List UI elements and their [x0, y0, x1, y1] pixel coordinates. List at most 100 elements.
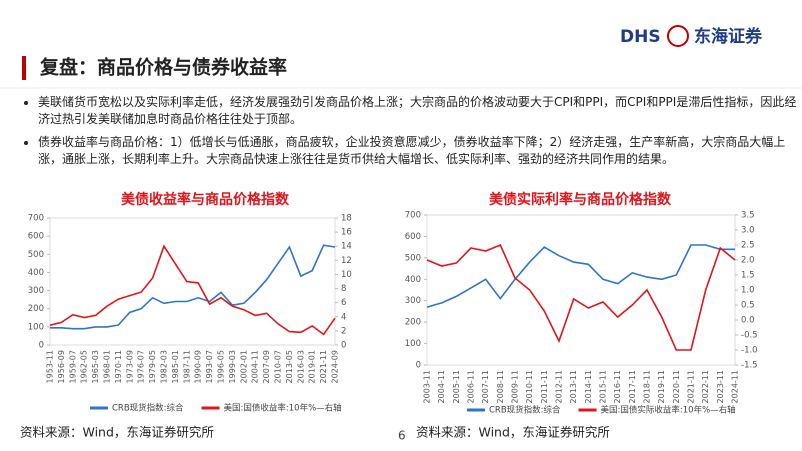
source: 资料来源：Wind，东海证券研究所 — [20, 425, 214, 440]
y2-tick-label: 8 — [341, 284, 346, 294]
y2-tick-label: 3.0 — [741, 226, 755, 236]
x-tick-label: 2002-01 — [239, 350, 248, 383]
x-tick-label: 1982-03 — [160, 350, 169, 383]
x-tick-label: 1965-03 — [91, 350, 100, 383]
y-tick-label: 300 — [28, 286, 44, 296]
y2-tick-label: 3.5 — [741, 211, 755, 221]
x-tick-label: 1987-11 — [182, 350, 191, 383]
x-tick-label: 1976-07 — [137, 350, 146, 383]
page-number: 6 — [398, 429, 406, 443]
y-tick-label: 600 — [28, 232, 44, 242]
x-tick-label: 2016-11 — [613, 370, 622, 403]
x-tick-label: 1962-05 — [80, 350, 89, 383]
x-tick-label: 2004-11 — [251, 350, 260, 383]
bullet: 债券收益率与商品价格：1）低增长与低通胀，商品疲软，企业投资意愿减少，债券收益率… — [38, 134, 798, 168]
x-tick-label: 2017-11 — [628, 370, 637, 403]
y2-tick-label: 6 — [341, 298, 346, 308]
x-tick-label: 2011-11 — [540, 370, 549, 403]
legend-label: CRB现货指数:综合 — [489, 405, 561, 416]
x-tick-label: 2015-11 — [599, 370, 608, 403]
y-tick-label: 700 — [405, 211, 421, 221]
series-line — [50, 244, 336, 330]
y-tick-label: 300 — [405, 296, 421, 306]
y2-tick-label: 0.5 — [741, 301, 755, 311]
x-tick-label: 1996-05 — [217, 350, 226, 383]
y-tick-label: 400 — [405, 275, 421, 285]
x-tick-label: 2019-11 — [657, 370, 666, 403]
y2-tick-label: 18 — [341, 214, 352, 224]
y-tick-label: 0 — [39, 341, 44, 351]
x-tick-label: 2004-11 — [437, 370, 446, 403]
x-tick-label: 1953-11 — [46, 350, 55, 383]
legend-label: 美国:国债实际收益率:10年%—右轴 — [601, 405, 736, 416]
y2-tick-label: 2.5 — [741, 241, 755, 251]
y2-tick-label: 0 — [341, 341, 346, 351]
plot-frame — [49, 217, 336, 346]
x-tick-label: 2010-07 — [274, 350, 283, 383]
y-tick-label: 500 — [405, 253, 421, 263]
y-tick-label: 200 — [405, 318, 421, 328]
y2-tick-label: 10 — [341, 270, 352, 280]
x-tick-label: 2005-11 — [452, 370, 461, 403]
bullet-list: 美联储货币宽松以及实际利率走低，经济发展强劲引发商品价格上涨；大宗商品的价格波动… — [22, 94, 798, 174]
y2-tick-label: -1.5 — [741, 361, 758, 371]
y2-tick-label: 0.0 — [741, 316, 755, 326]
y2-tick-label: 16 — [341, 228, 352, 238]
x-tick-label: 2019-01 — [308, 350, 317, 383]
series-line — [49, 244, 336, 336]
y2-tick-label: -0.5 — [741, 331, 758, 341]
y2-tick-label: 2 — [341, 326, 346, 336]
series-line — [426, 244, 735, 308]
y2-tick-label: -1.0 — [741, 346, 758, 356]
y-tick-label: 200 — [28, 304, 44, 314]
y2-tick-label: 1.0 — [741, 286, 755, 296]
x-tick-label: 2009-11 — [511, 370, 520, 403]
x-tick-label: 2024-09 — [331, 350, 340, 383]
x-tick-label: 2014-11 — [584, 370, 593, 403]
x-tick-label: 1959-07 — [68, 350, 77, 383]
x-tick-label: 2010-11 — [525, 370, 534, 403]
bullet: 美联储货币宽松以及实际利率走低，经济发展强劲引发商品价格上涨；大宗商品的价格波动… — [38, 94, 798, 128]
logo-icon — [667, 25, 689, 47]
y-tick-label: 700 — [28, 214, 44, 224]
x-tick-label: 2016-03 — [296, 350, 305, 383]
y2-tick-label: 14 — [341, 242, 352, 252]
y-tick-label: 100 — [28, 322, 44, 332]
legend-label: CRB现货指数:综合 — [112, 403, 184, 414]
legend-label: 美国:国债收益率:10年%—右轴 — [224, 403, 342, 414]
y-tick-label: 100 — [405, 339, 421, 349]
plot-frame — [426, 214, 736, 366]
slide-title: 复盘：商品价格与债券收益率 — [39, 56, 287, 79]
x-tick-label: 1968-01 — [103, 350, 112, 383]
source: 资料来源：Wind，东海证券研究所 — [416, 425, 610, 440]
x-tick-label: 1993-07 — [205, 350, 214, 383]
logo-latin: DHS — [620, 27, 661, 47]
x-tick-label: 1990-09 — [194, 350, 203, 383]
y2-tick-label: 1.5 — [741, 271, 755, 281]
x-tick-label: 2006-11 — [467, 370, 476, 403]
y-tick-label: 500 — [28, 250, 44, 260]
y2-tick-label: 12 — [341, 256, 352, 266]
x-tick-label: 2018-11 — [643, 370, 652, 403]
y-tick-label: 600 — [405, 232, 421, 242]
y-tick-label: 400 — [28, 268, 44, 278]
x-tick-label: 2007-11 — [481, 370, 490, 403]
x-tick-label: 2003-11 — [423, 370, 432, 403]
x-tick-label: 2007-09 — [262, 350, 271, 383]
x-tick-label: 2021-11 — [319, 350, 328, 383]
x-tick-label: 2012-11 — [555, 370, 564, 403]
x-tick-label: 1979-05 — [148, 350, 157, 383]
x-tick-label: 2021-11 — [687, 370, 696, 403]
x-tick-label: 1985-01 — [171, 350, 180, 383]
chart-title: 美债收益率与商品价格指数 — [121, 191, 290, 208]
logo-cn: 东海证券 — [694, 26, 763, 47]
chart-title: 美债实际利率与商品价格指数 — [489, 191, 672, 208]
y2-tick-label: 2.0 — [741, 256, 755, 266]
x-tick-label: 1956-09 — [57, 350, 66, 383]
x-tick-label: 2023-11 — [716, 370, 725, 403]
x-tick-label: 2020-11 — [672, 370, 681, 403]
x-tick-label: 2024-11 — [731, 370, 740, 403]
series-line — [426, 243, 736, 351]
y2-tick-label: 4 — [341, 312, 346, 322]
